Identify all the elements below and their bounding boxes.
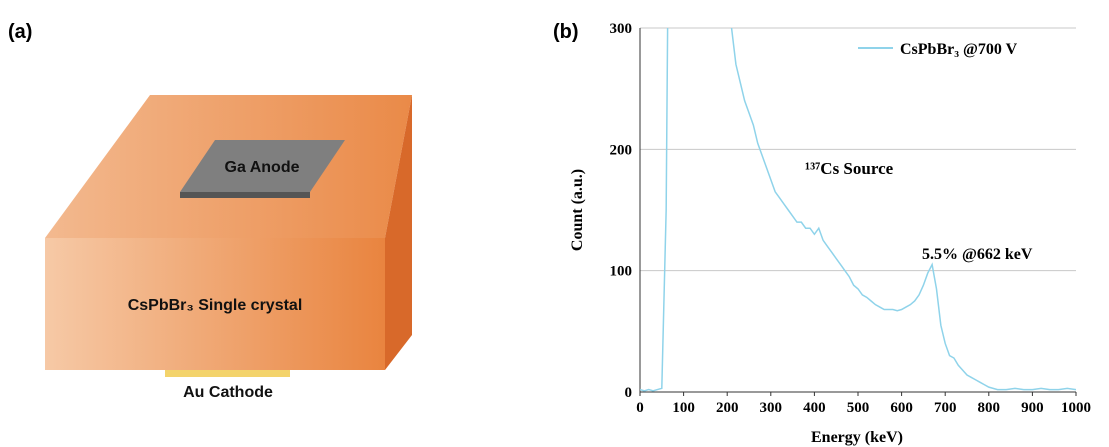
anode bbox=[180, 140, 345, 192]
x-axis-title: Energy (keV) bbox=[811, 429, 903, 446]
y-tick-label: 200 bbox=[610, 142, 633, 158]
x-tick-label: 500 bbox=[847, 400, 870, 416]
x-tick-label: 0 bbox=[636, 400, 644, 416]
cathode-label: Au Cathode bbox=[183, 384, 273, 401]
cathode bbox=[165, 370, 290, 377]
crystal-front bbox=[45, 238, 385, 370]
annotation: ¹³⁷Cs Source bbox=[805, 159, 894, 178]
legend-label: CsPbBr₃ @700 V bbox=[900, 41, 1018, 58]
anode-edge bbox=[180, 192, 310, 198]
y-axis-title: Count (a.u.) bbox=[569, 169, 586, 251]
x-tick-label: 600 bbox=[890, 400, 913, 416]
crystal-label: CsPbBr₃ Single crystal bbox=[128, 297, 303, 314]
panel-label: (b) bbox=[553, 21, 579, 43]
x-tick-label: 800 bbox=[978, 400, 1001, 416]
x-tick-label: 200 bbox=[716, 400, 739, 416]
x-tick-label: 100 bbox=[672, 400, 695, 416]
x-tick-label: 1000 bbox=[1061, 400, 1091, 416]
x-tick-label: 300 bbox=[760, 400, 783, 416]
x-tick-label: 400 bbox=[803, 400, 826, 416]
data-line bbox=[640, 28, 1076, 392]
y-tick-label: 100 bbox=[610, 264, 633, 280]
y-tick-label: 300 bbox=[610, 21, 633, 37]
annotation: 5.5% @662 keV bbox=[922, 246, 1033, 263]
x-tick-label: 900 bbox=[1021, 400, 1044, 416]
x-tick-label: 700 bbox=[934, 400, 957, 416]
y-tick-label: 0 bbox=[625, 385, 633, 401]
anode-label: Ga Anode bbox=[225, 159, 300, 176]
crystal-side bbox=[385, 95, 412, 370]
panel-label: (a) bbox=[8, 21, 32, 43]
